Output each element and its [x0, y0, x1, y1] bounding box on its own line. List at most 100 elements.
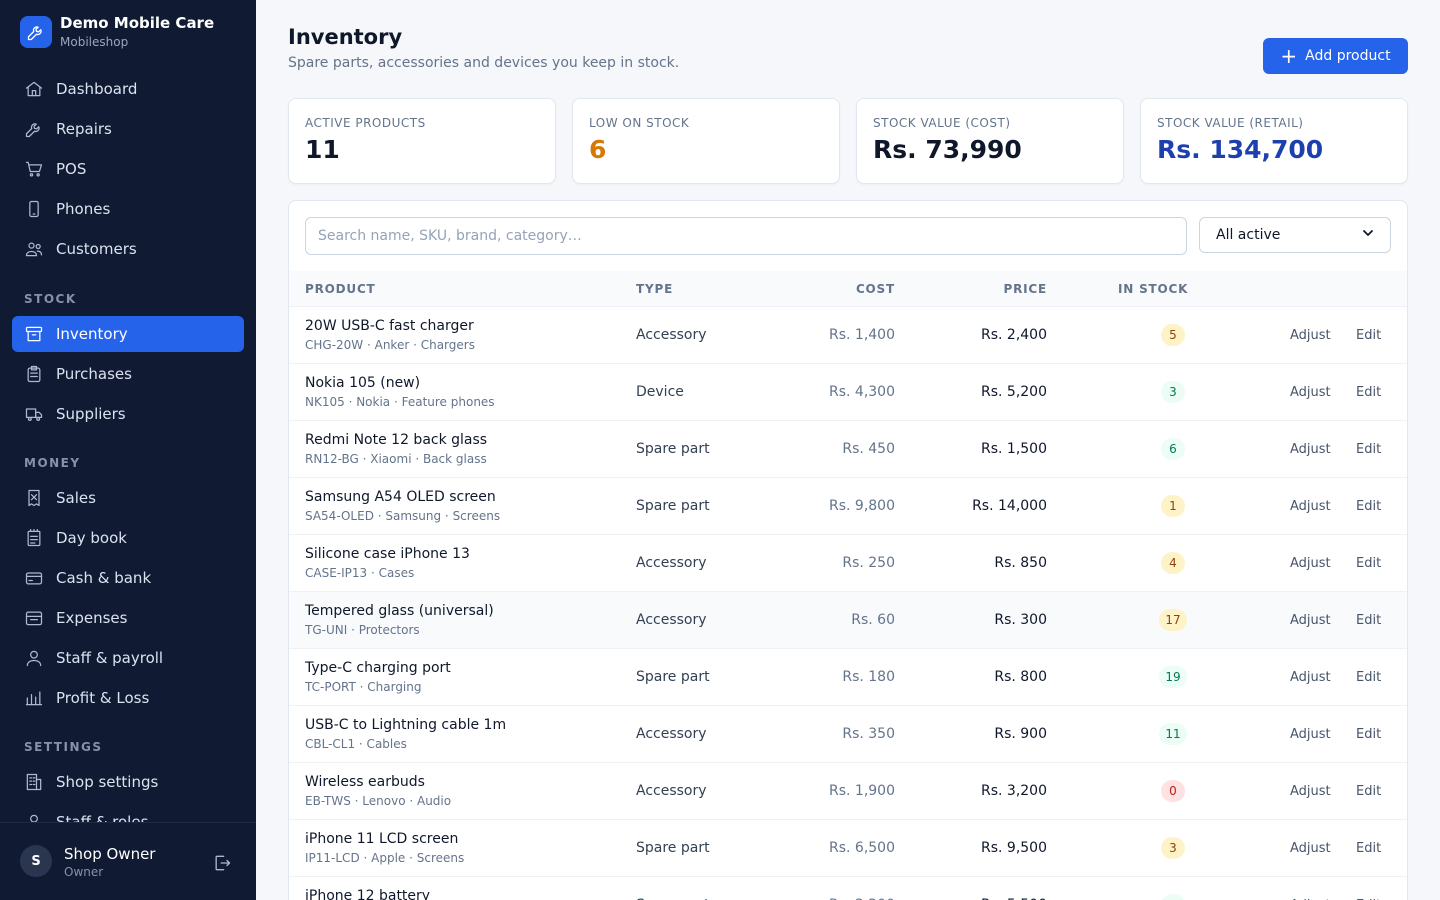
edit-product-button[interactable]: Edit: [1356, 670, 1382, 685]
adjust-stock-button[interactable]: Adjust: [1290, 670, 1331, 685]
sidebar-item-label: Shop settings: [56, 773, 159, 791]
table-row[interactable]: 20W USB-C fast charger CHG-20W · Anker · …: [289, 307, 1407, 364]
edit-product-button[interactable]: Edit: [1356, 499, 1382, 514]
search-input[interactable]: [305, 217, 1187, 255]
product-cost: Rs. 4,300: [828, 384, 895, 400]
sidebar-item-customers[interactable]: Customers: [12, 231, 244, 267]
home-icon: [24, 79, 44, 99]
edit-product-button[interactable]: Edit: [1356, 727, 1382, 742]
stock-badge: 3: [1161, 837, 1185, 859]
logout-icon[interactable]: [212, 853, 232, 873]
stat-label: STOCK VALUE (RETAIL): [1157, 116, 1304, 130]
product-price: Rs. 1,500: [980, 441, 1047, 457]
sidebar-item-staff-and-payroll[interactable]: Staff & payroll: [12, 640, 244, 676]
product-type: Spare part: [636, 840, 710, 856]
adjust-stock-button[interactable]: Adjust: [1290, 841, 1331, 856]
product-meta: SA54-OLED · Samsung · Screens: [305, 509, 501, 523]
sidebar-item-sales[interactable]: Sales: [12, 480, 244, 516]
edit-product-button[interactable]: Edit: [1356, 841, 1382, 856]
product-type: Spare part: [636, 441, 710, 457]
table-row[interactable]: USB-C to Lightning cable 1m CBL-CL1 · Cab…: [289, 706, 1407, 763]
stock-badge: 17: [1159, 609, 1187, 631]
sidebar-item-label: Repairs: [56, 120, 112, 138]
adjust-stock-button[interactable]: Adjust: [1290, 385, 1331, 400]
status-filter-select[interactable]: All active: [1199, 217, 1391, 253]
adjust-stock-button[interactable]: Adjust: [1290, 727, 1331, 742]
filter-value: All active: [1216, 227, 1281, 243]
sidebar-item-day-book[interactable]: Day book: [12, 520, 244, 556]
edit-product-button[interactable]: Edit: [1356, 385, 1382, 400]
product-meta: EB-TWS · Lenovo · Audio: [305, 794, 452, 808]
sidebar-item-dashboard[interactable]: Dashboard: [12, 71, 244, 107]
stock-badge: 11: [1159, 723, 1187, 745]
product-meta: CBL-CL1 · Cables: [305, 737, 407, 751]
sidebar-item-label: Day book: [56, 529, 127, 547]
sidebar-item-suppliers[interactable]: Suppliers: [12, 396, 244, 432]
product-meta: TG-UNI · Protectors: [305, 623, 420, 637]
add-product-button[interactable]: + Add product: [1263, 38, 1408, 74]
sidebar-item-inventory[interactable]: Inventory: [12, 316, 244, 352]
edit-product-button[interactable]: Edit: [1356, 784, 1382, 799]
brand-subtitle: Mobileshop: [60, 35, 129, 49]
sidebar-item-pos[interactable]: POS: [12, 151, 244, 187]
product-meta: RN12-BG · Xiaomi · Back glass: [305, 452, 487, 466]
adjust-stock-button[interactable]: Adjust: [1290, 556, 1331, 571]
edit-product-button[interactable]: Edit: [1356, 613, 1382, 628]
adjust-stock-button[interactable]: Adjust: [1290, 784, 1331, 799]
sidebar-item-shop-settings[interactable]: Shop settings: [12, 764, 244, 800]
product-price: Rs. 14,000: [972, 498, 1047, 514]
column-type[interactable]: TYPE: [636, 282, 674, 296]
product-name: Redmi Note 12 back glass: [305, 432, 488, 448]
user-name: Shop Owner: [64, 845, 156, 863]
adjust-stock-button[interactable]: Adjust: [1290, 898, 1331, 900]
sidebar-item-repairs[interactable]: Repairs: [12, 111, 244, 147]
sidebar-item-phones[interactable]: Phones: [12, 191, 244, 227]
table-row[interactable]: Samsung A54 OLED screen SA54-OLED · Samsu…: [289, 478, 1407, 535]
product-meta: NK105 · Nokia · Feature phones: [305, 395, 495, 409]
stat-card-active-products: ACTIVE PRODUCTS 11: [288, 98, 556, 184]
column-cost[interactable]: COST: [855, 282, 895, 296]
truck-icon: [24, 404, 44, 424]
sidebar-item-purchases[interactable]: Purchases: [12, 356, 244, 392]
table-row[interactable]: Redmi Note 12 back glass RN12-BG · Xiaomi…: [289, 421, 1407, 478]
product-type: Spare part: [636, 498, 710, 514]
stat-label: STOCK VALUE (COST): [873, 116, 1011, 130]
table-row[interactable]: Wireless earbuds EB-TWS · Lenovo · Audio A…: [289, 763, 1407, 820]
column-product[interactable]: PRODUCT: [305, 282, 376, 296]
avatar[interactable]: S: [20, 845, 52, 877]
product-type: Spare part: [636, 669, 710, 685]
sidebar-item-profit-and-loss[interactable]: Profit & Loss: [12, 680, 244, 716]
product-cost: Rs. 9,800: [828, 498, 895, 514]
table-row[interactable]: Type-C charging port TC-PORT · Charging Sp…: [289, 649, 1407, 706]
clipboard-icon: [24, 364, 44, 384]
adjust-stock-button[interactable]: Adjust: [1290, 328, 1331, 343]
edit-product-button[interactable]: Edit: [1356, 328, 1382, 343]
product-name: USB-C to Lightning cable 1m: [305, 717, 507, 733]
sidebar-item-label: Profit & Loss: [56, 689, 150, 707]
sidebar-item-expenses[interactable]: Expenses: [12, 600, 244, 636]
adjust-stock-button[interactable]: Adjust: [1290, 613, 1331, 628]
adjust-stock-button[interactable]: Adjust: [1290, 499, 1331, 514]
table-row[interactable]: iPhone 11 LCD screen IP11-LCD · Apple · S…: [289, 820, 1407, 877]
product-price: Rs. 300: [994, 612, 1047, 628]
product-type: Accessory: [636, 783, 707, 799]
product-meta: IP11-LCD · Apple · Screens: [305, 851, 465, 865]
sidebar-item-cash-and-bank[interactable]: Cash & bank: [12, 560, 244, 596]
product-price: Rs. 5,200: [980, 384, 1047, 400]
table-row[interactable]: Silicone case iPhone 13 CASE-IP13 · Cases…: [289, 535, 1407, 592]
edit-product-button[interactable]: Edit: [1356, 898, 1381, 900]
brand[interactable]: Demo Mobile Care Mobileshop: [20, 14, 214, 50]
edit-product-button[interactable]: Edit: [1356, 442, 1382, 457]
sidebar-item-label: Inventory: [56, 325, 128, 343]
edit-product-button[interactable]: Edit: [1356, 556, 1382, 571]
sidebar-item-label: POS: [56, 160, 87, 178]
table-row[interactable]: Tempered glass (universal) TG-UNI · Prote…: [289, 592, 1407, 649]
table-row[interactable]: iPhone 12 battery Spare part Rs. 3,200 Rs. …: [289, 877, 1407, 900]
wallet-icon: [24, 608, 44, 628]
person-icon: [24, 648, 44, 668]
column-in-stock[interactable]: IN STOCK: [1118, 282, 1189, 296]
column-price[interactable]: PRICE: [1003, 282, 1047, 296]
table-row[interactable]: Nokia 105 (new) NK105 · Nokia · Feature p…: [289, 364, 1407, 421]
wrench-logo-icon: [20, 16, 52, 48]
adjust-stock-button[interactable]: Adjust: [1290, 442, 1331, 457]
